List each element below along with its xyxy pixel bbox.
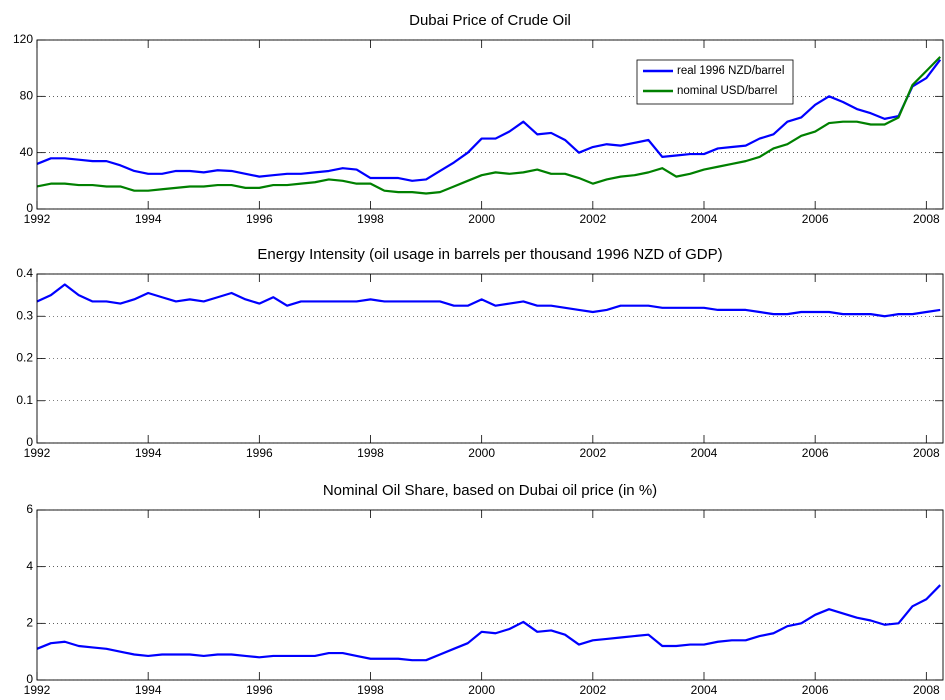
x-tick-label: 2008 — [913, 446, 940, 460]
line-series — [36, 56, 942, 195]
y-tick-label: 0 — [26, 672, 33, 686]
y-tick-label: 4 — [26, 559, 33, 573]
y-tick-label: 2 — [26, 616, 33, 630]
y-tick-label: 0.1 — [16, 393, 33, 407]
x-tick-label: 1996 — [246, 446, 273, 460]
y-tick-label: 6 — [26, 502, 33, 516]
x-tick-label: 1994 — [135, 212, 162, 226]
x-tick-label: 2008 — [913, 212, 940, 226]
line-series — [36, 283, 941, 318]
axes-box — [36, 273, 944, 444]
x-tick-label: 2000 — [468, 212, 495, 226]
legend-text: nominal USD/barrel — [677, 85, 777, 97]
x-tick-label: 1998 — [357, 212, 384, 226]
chart-title: Dubai Price of Crude Oil — [409, 12, 571, 29]
y-tick-label: 40 — [20, 145, 34, 159]
subplot: Dubai Price of Crude Oil 0 40 80 120 1992 1994… — [13, 12, 944, 226]
x-tick-label: 1998 — [357, 446, 384, 460]
x-tick-label: 1996 — [246, 683, 273, 697]
y-tick-label: 120 — [13, 32, 33, 46]
x-tick-label: 2008 — [913, 683, 940, 697]
subplot: Nominal Oil Share, based on Dubai oil pr… — [24, 482, 944, 697]
x-tick-label: 1996 — [246, 212, 273, 226]
x-tick-label: 1992 — [24, 683, 51, 697]
x-tick-label: 1994 — [135, 446, 162, 460]
x-tick-label: 2004 — [691, 212, 718, 226]
y-tick-label: 0.3 — [16, 308, 33, 322]
line-series — [36, 59, 942, 182]
y-tick-label: 80 — [20, 89, 34, 103]
y-tick-label: 0.2 — [16, 351, 33, 365]
x-tick-label: 2006 — [802, 683, 829, 697]
x-tick-label: 1998 — [357, 683, 384, 697]
x-tick-label: 2004 — [691, 683, 718, 697]
legend-text: real 1996 NZD/barrel — [677, 65, 784, 77]
x-tick-label: 1994 — [135, 683, 162, 697]
chart-title: Nominal Oil Share, based on Dubai oil pr… — [323, 482, 657, 499]
y-tick-label: 0 — [26, 435, 33, 449]
x-tick-label: 2006 — [802, 446, 829, 460]
x-tick-label: 2000 — [468, 683, 495, 697]
x-tick-label: 2006 — [802, 212, 829, 226]
legend-box — [636, 59, 794, 105]
y-tick-label: 0.4 — [16, 266, 33, 280]
y-tick-label: 0 — [26, 201, 33, 215]
line-series — [36, 584, 942, 662]
subplot: Energy Intensity (oil usage in barrels p… — [16, 246, 944, 460]
axes-box — [36, 509, 944, 681]
legend: real 1996 NZD/barrel nominal USD/barrel — [636, 59, 794, 105]
x-tick-label: 1992 — [24, 446, 51, 460]
chart-title: Energy Intensity (oil usage in barrels p… — [257, 246, 722, 263]
x-tick-label: 2002 — [579, 683, 606, 697]
x-tick-label: 1992 — [24, 212, 51, 226]
axes-box — [36, 39, 944, 210]
x-tick-label: 2000 — [468, 446, 495, 460]
x-tick-label: 2002 — [579, 212, 606, 226]
x-tick-label: 2004 — [691, 446, 718, 460]
x-tick-label: 2002 — [579, 446, 606, 460]
